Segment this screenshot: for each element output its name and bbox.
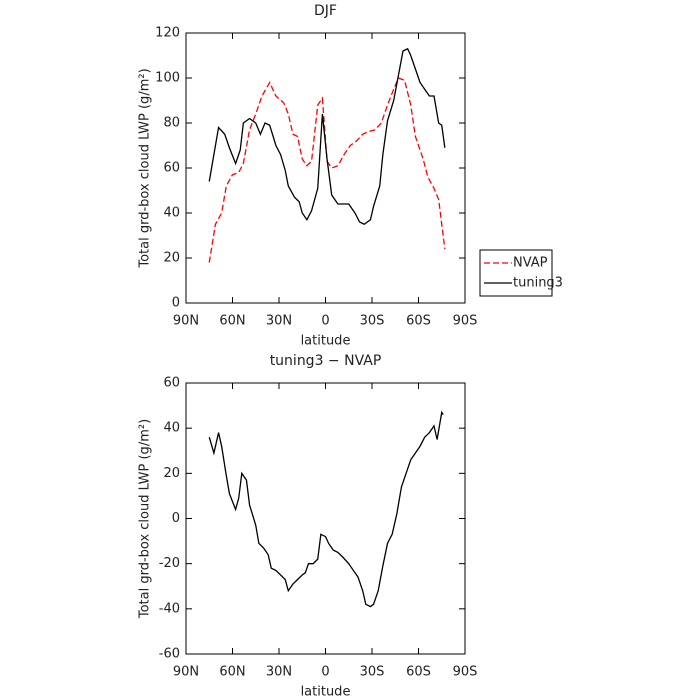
x-tick-label: 60S [406,314,431,329]
x-tick-label: 60S [406,665,431,680]
x-axis-label: latitude [301,334,351,349]
x-tick-label: 90S [453,665,478,680]
x-tick-label: 30S [360,665,385,680]
legend-label: tuning3 [513,276,563,291]
plot-frame [185,32,466,304]
chart-title: tuning3 − NVAP [270,353,382,369]
y-tick-label: -20 [159,556,180,571]
x-tick-label: 90S [453,314,478,329]
y-tick-label: 120 [155,26,180,41]
y-tick-label: 40 [163,421,180,436]
y-tick-label: 80 [163,116,180,131]
y-tick-label: 20 [163,251,180,266]
plot-frame [185,382,466,655]
y-tick-label: 40 [163,206,180,221]
y-axis-label: Total grd-box cloud LWP (g/m²) [138,68,153,268]
y-tick-label: 100 [155,71,180,86]
legend-box [479,249,553,297]
data-line [208,77,446,263]
data-line [208,410,444,608]
y-tick-label: 0 [172,511,180,526]
x-tick-label: 60N [219,665,245,680]
x-tick-label: 30N [266,665,292,680]
y-tick-label: 20 [163,466,180,481]
legend-label: NVAP [513,256,548,271]
x-tick-label: 90N [173,665,199,680]
x-tick-label: 0 [321,665,329,680]
x-tick-label: 0 [321,314,329,329]
y-tick-label: 60 [163,376,180,391]
y-tick-label: -60 [159,647,180,662]
y-tick-label: 60 [163,161,180,176]
x-axis-label: latitude [301,685,351,700]
data-line [208,47,446,226]
x-tick-label: 30N [266,314,292,329]
chart-title: DJF [314,3,337,19]
y-tick-label: 0 [172,296,180,311]
y-axis-label: Total grd-box cloud LWP (g/m²) [138,419,153,619]
y-tick-label: -40 [159,601,180,616]
x-tick-label: 30S [360,314,385,329]
x-tick-label: 90N [173,314,199,329]
x-tick-label: 60N [219,314,245,329]
